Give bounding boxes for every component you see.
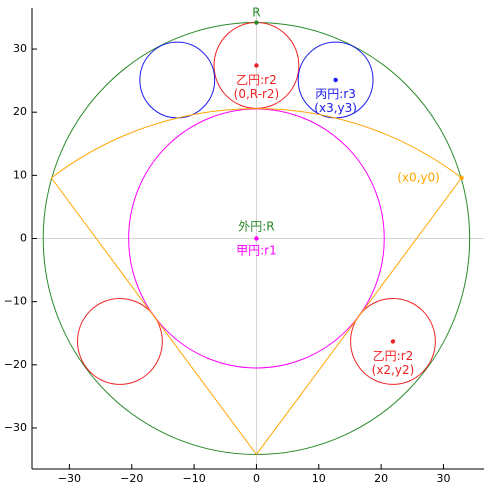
y-tick-label--30: −30 [4,421,27,434]
annotation-5: (x3,y3) [314,101,357,115]
point-5 [459,175,464,181]
y-tick-label-10: 10 [13,168,27,181]
x-tick-label-20: 20 [374,472,388,485]
x-tick-label--10: −10 [182,472,205,485]
annotation-8: 甲円:r1 [236,244,277,258]
otsu-circle-3 [77,297,163,385]
shapes-layer [42,22,471,455]
point-3 [333,77,338,83]
annotation-2: 乙円:r2 [236,73,277,87]
point-6 [254,236,259,241]
x-tick-label-10: 10 [312,472,326,485]
point-1 [254,20,259,25]
annotation-4: 丙円:r3 [315,87,356,101]
point-4 [390,339,396,344]
annotation-7: 外円:R [238,220,274,234]
y-tick-label-0: 0 [20,232,27,245]
annotation-6: (x0,y0) [397,170,440,184]
y-tick-label--10: −10 [4,295,27,308]
hei-circle-2 [139,41,216,119]
ticks-layer: −30 −20 −10 0 10 20 30 −30 −20 −10 0 10 20 30 [4,42,451,485]
y-tick-label--20: −20 [4,358,27,371]
x-tick-label-0: 0 [253,472,260,485]
x-tick-label--30: −30 [58,472,81,485]
y-tick-label-20: 20 [13,105,27,118]
point-2 [254,63,259,68]
y-tick-label-30: 30 [13,42,27,55]
chord-line-2 [256,177,462,455]
x-tick-label--20: −20 [120,472,143,485]
otsu-circle-2 [350,297,436,385]
annotation-9: 乙円:r2 [373,349,414,363]
annotation-1: R [252,6,260,20]
annotation-10: (x2,y2) [372,363,415,377]
points-layer [254,20,464,344]
tangent-arc [51,108,462,179]
annotations-layer: R乙円:r2(0,R-r2) 丙円:r3(x3,y3)(x0,y0)外円:R甲円:… [234,6,440,377]
chord-line-1 [50,177,257,455]
x-tick-label-30: 30 [436,472,450,485]
annotation-3: (0,R-r2) [234,87,280,101]
